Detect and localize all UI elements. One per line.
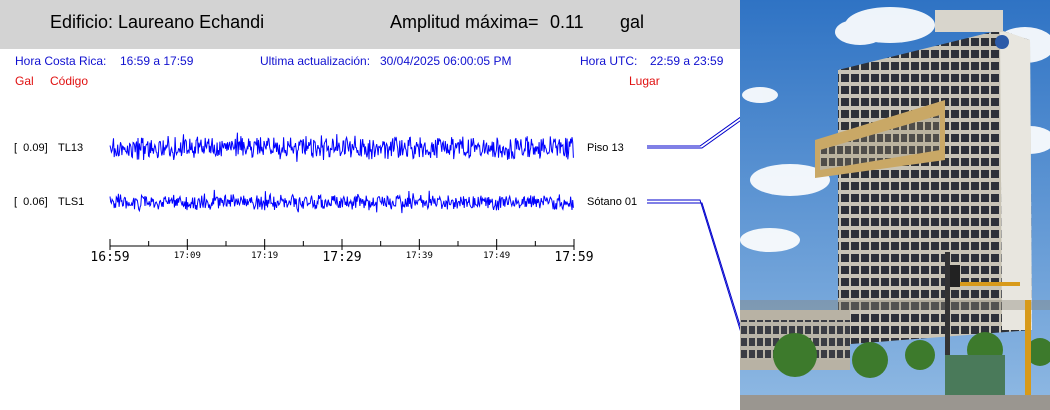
axis-tick-label: 16:59 [90,250,129,265]
local-time-range: 16:59 a 17:59 [120,54,194,68]
time-axis-ticks: 16:59 17:09 17:19 17:29 17:39 17:49 17:59 [90,239,594,265]
axis-tick-label: 17:49 [483,251,510,261]
header-bar: Edificio: Laureano Echandi Amplitud máxi… [0,0,740,49]
connector-line-piso-13 [647,116,740,147]
building-side-wall [1000,30,1032,330]
place-column-header: Lugar [629,74,660,88]
building-photo [740,0,1050,410]
axis-tick-label: 17:59 [554,250,593,265]
building-title: Edificio: Laureano Echandi [50,12,265,32]
connector-line-sotano-01-edge [647,202,740,327]
connector-line-sotano-01 [647,199,740,331]
axis-tick-label: 17:29 [322,250,361,265]
gal-column-header: Gal [15,74,34,88]
max-amplitude-unit: gal [620,12,645,32]
local-time-label: Hora Costa Rica: [15,54,107,68]
building-facade [838,30,1032,345]
axis-tick-label: 17:39 [406,251,433,261]
axis-tick-label: 17:09 [174,251,201,261]
update-label: Ultima actualización: [260,54,371,68]
rooftop-structure [935,10,1003,32]
connector-line-piso-13-edge [647,120,740,149]
waveform-trace-tls1 [109,189,574,214]
channel-1-code: TL13 [58,142,84,154]
channel-1-place: Piso 13 [587,142,624,154]
utc-time-label: Hora UTC: [580,54,638,68]
channel-2-code: TLS1 [58,196,85,208]
channel-1-amplitude: [ 0.09] [14,142,48,154]
seismogram-plot: 16:59 17:09 17:19 17:29 17:39 17:49 17:59 [90,116,740,331]
street [740,395,1050,410]
channel-2-amplitude: [ 0.06] [14,196,48,208]
axis-tick-label: 17:19 [251,251,278,261]
waveform-trace-tl13 [109,132,574,162]
max-amplitude-value: 0.11 [550,12,584,32]
update-value: 30/04/2025 06:00:05 PM [380,54,512,68]
building-logo [995,35,1009,49]
traffic-light-icon [950,265,960,287]
channel-2-place: Sótano 01 [587,196,638,208]
code-column-header: Código [50,74,89,88]
utc-time-range: 22:59 a 23:59 [650,54,724,68]
bus-stop [945,355,1005,395]
traffic-light-pole [945,252,950,402]
max-amplitude-label: Amplitud máxima= [390,12,539,32]
